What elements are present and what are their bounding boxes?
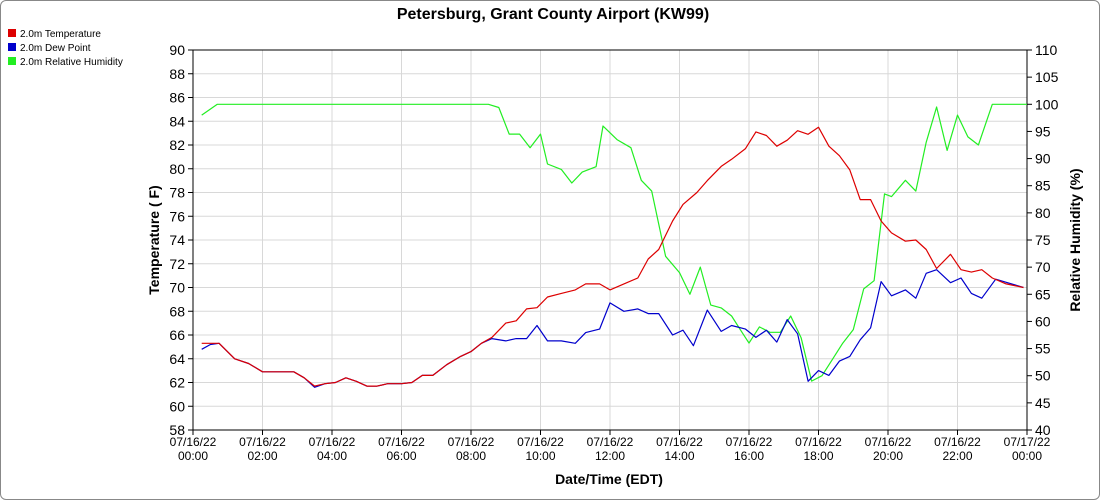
y-tick-label: 78 <box>169 185 185 201</box>
x-tick-date: 07/16/22 <box>517 435 564 449</box>
y-tick-label: 86 <box>169 90 185 106</box>
x-tick-time: 08:00 <box>456 449 486 463</box>
x-tick-time: 04:00 <box>317 449 347 463</box>
x-tick-date: 07/16/22 <box>726 435 773 449</box>
y-tick-label: 88 <box>169 66 185 82</box>
left-axis-ticks: 58 60 62 64 66 68 70 72 74 76 78 80 82 84 86 88 90 <box>169 42 193 438</box>
series-line-2-0m-temperature <box>201 126 1024 387</box>
y2-axis-title: Relative Humidity (%) <box>1067 168 1083 311</box>
x-tick-time: 00:00 <box>1012 449 1042 463</box>
legend-label-dew-point: 2.0m Dew Point <box>20 43 91 54</box>
x-tick-date: 07/16/22 <box>865 435 912 449</box>
y-tick-label: 68 <box>169 303 185 319</box>
y-tick-label: 70 <box>169 280 185 296</box>
x-tick-time: 06:00 <box>386 449 416 463</box>
y-axis-title: Temperature ( F) <box>146 185 162 294</box>
y2-tick-label: 65 <box>1035 286 1051 302</box>
legend-label-humidity: 2.0m Relative Humidity <box>20 57 123 68</box>
y2-tick-label: 110 <box>1035 42 1058 58</box>
x-tick-date: 07/16/22 <box>309 435 356 449</box>
y-tick-label: 66 <box>169 327 185 343</box>
y2-tick-label: 40 <box>1035 422 1051 438</box>
y2-tick-label: 70 <box>1035 259 1051 275</box>
y2-tick-label: 85 <box>1035 178 1051 194</box>
x-tick-date: 07/16/22 <box>795 435 842 449</box>
y2-tick-label: 100 <box>1035 96 1059 112</box>
legend-swatch-temperature <box>8 29 16 37</box>
y-tick-label: 62 <box>169 375 185 391</box>
x-tick-time: 20:00 <box>873 449 903 463</box>
legend-label-temperature: 2.0m Temperature <box>20 29 101 40</box>
x-tick-time: 02:00 <box>247 449 277 463</box>
y-tick-label: 90 <box>169 42 185 58</box>
x-tick-time: 18:00 <box>803 449 833 463</box>
x-tick-time: 22:00 <box>942 449 972 463</box>
x-axis-ticks: 07/16/2200:0007/16/2202:0007/16/2204:000… <box>170 430 1051 463</box>
legend-swatch-dew-point <box>8 43 16 51</box>
right-axis-ticks: 40 45 50 55 60 65 70 75 80 85 90 95 100 105 110 <box>1027 42 1059 438</box>
y-tick-label: 72 <box>169 256 185 272</box>
y2-tick-label: 90 <box>1035 151 1051 167</box>
legend: 2.0m Temperature 2.0m Dew Point 2.0m Rel… <box>8 29 123 68</box>
y-tick-label: 64 <box>169 351 185 367</box>
y-tick-label: 82 <box>169 137 185 153</box>
y-tick-label: 60 <box>169 398 185 414</box>
x-tick-date: 07/17/22 <box>1004 435 1051 449</box>
x-axis-title: Date/Time (EDT) <box>555 471 663 487</box>
x-tick-date: 07/16/22 <box>448 435 495 449</box>
y2-tick-label: 50 <box>1035 368 1051 384</box>
y-tick-label: 84 <box>169 113 185 129</box>
x-tick-date: 07/16/22 <box>378 435 425 449</box>
series-line-2-0m-relative-humidity <box>201 103 1027 382</box>
x-tick-time: 12:00 <box>595 449 625 463</box>
y2-tick-label: 105 <box>1035 69 1059 85</box>
x-tick-time: 16:00 <box>734 449 764 463</box>
x-tick-date: 07/16/22 <box>587 435 634 449</box>
x-tick-date: 07/16/22 <box>239 435 286 449</box>
y2-tick-label: 95 <box>1035 123 1051 139</box>
series-lines <box>201 103 1027 388</box>
legend-swatch-humidity <box>8 57 16 65</box>
y2-tick-label: 55 <box>1035 341 1051 357</box>
x-tick-date: 07/16/22 <box>934 435 981 449</box>
y-tick-label: 74 <box>169 232 185 248</box>
y-tick-label: 76 <box>169 208 185 224</box>
y-tick-label: 80 <box>169 161 185 177</box>
x-tick-time: 10:00 <box>525 449 555 463</box>
x-tick-date: 07/16/22 <box>656 435 703 449</box>
chart-title: Petersburg, Grant County Airport (KW99) <box>397 6 709 23</box>
x-tick-date: 07/16/22 <box>170 435 217 449</box>
grid <box>192 49 1028 431</box>
x-tick-time: 00:00 <box>178 449 208 463</box>
y-tick-label: 58 <box>169 422 185 438</box>
y2-tick-label: 80 <box>1035 205 1051 221</box>
x-tick-time: 14:00 <box>664 449 694 463</box>
y2-tick-label: 75 <box>1035 232 1051 248</box>
y2-tick-label: 45 <box>1035 395 1051 411</box>
y2-tick-label: 60 <box>1035 313 1051 329</box>
